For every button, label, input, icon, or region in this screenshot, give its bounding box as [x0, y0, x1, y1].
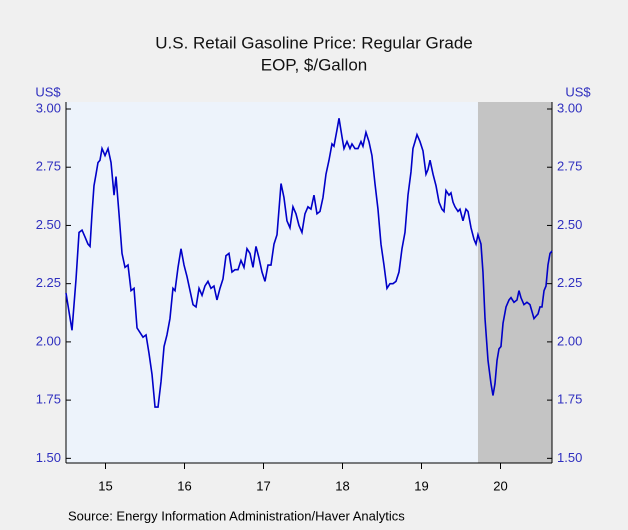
source-note: Source: Energy Information Administratio… [68, 508, 405, 523]
y2-tick-label: 3.00 [557, 100, 582, 115]
y2-tick-label: 2.25 [557, 275, 582, 290]
x-tick-label: 15 [98, 478, 112, 493]
x-tick-label: 20 [493, 478, 507, 493]
y-tick-label: 1.50 [36, 450, 61, 465]
y2-tick-label: 2.75 [557, 159, 582, 174]
y2-tick-label: 2.00 [557, 333, 582, 348]
y2-axis-unit: US$ [565, 84, 591, 99]
y-tick-label: 2.00 [36, 333, 61, 348]
x-tick-label: 19 [414, 478, 428, 493]
x-tick-label: 17 [256, 478, 270, 493]
x-tick-label: 16 [177, 478, 191, 493]
chart-title: U.S. Retail Gasoline Price: Regular Grad… [155, 33, 472, 52]
y-tick-label: 2.25 [36, 275, 61, 290]
y2-tick-label: 2.50 [557, 217, 582, 232]
shaded-period [477, 102, 552, 463]
y-tick-label: 1.75 [36, 392, 61, 407]
y-tick-label: 3.00 [36, 100, 61, 115]
y-tick-label: 2.50 [36, 217, 61, 232]
y2-tick-label: 1.75 [557, 392, 582, 407]
y-axis-unit: US$ [35, 84, 61, 99]
price-line [65, 118, 553, 408]
y-tick-label: 2.75 [36, 159, 61, 174]
plot-area [66, 102, 552, 463]
chart-subtitle: EOP, $/Gallon [261, 55, 367, 74]
x-tick-label: 18 [335, 478, 349, 493]
y2-tick-label: 1.50 [557, 450, 582, 465]
